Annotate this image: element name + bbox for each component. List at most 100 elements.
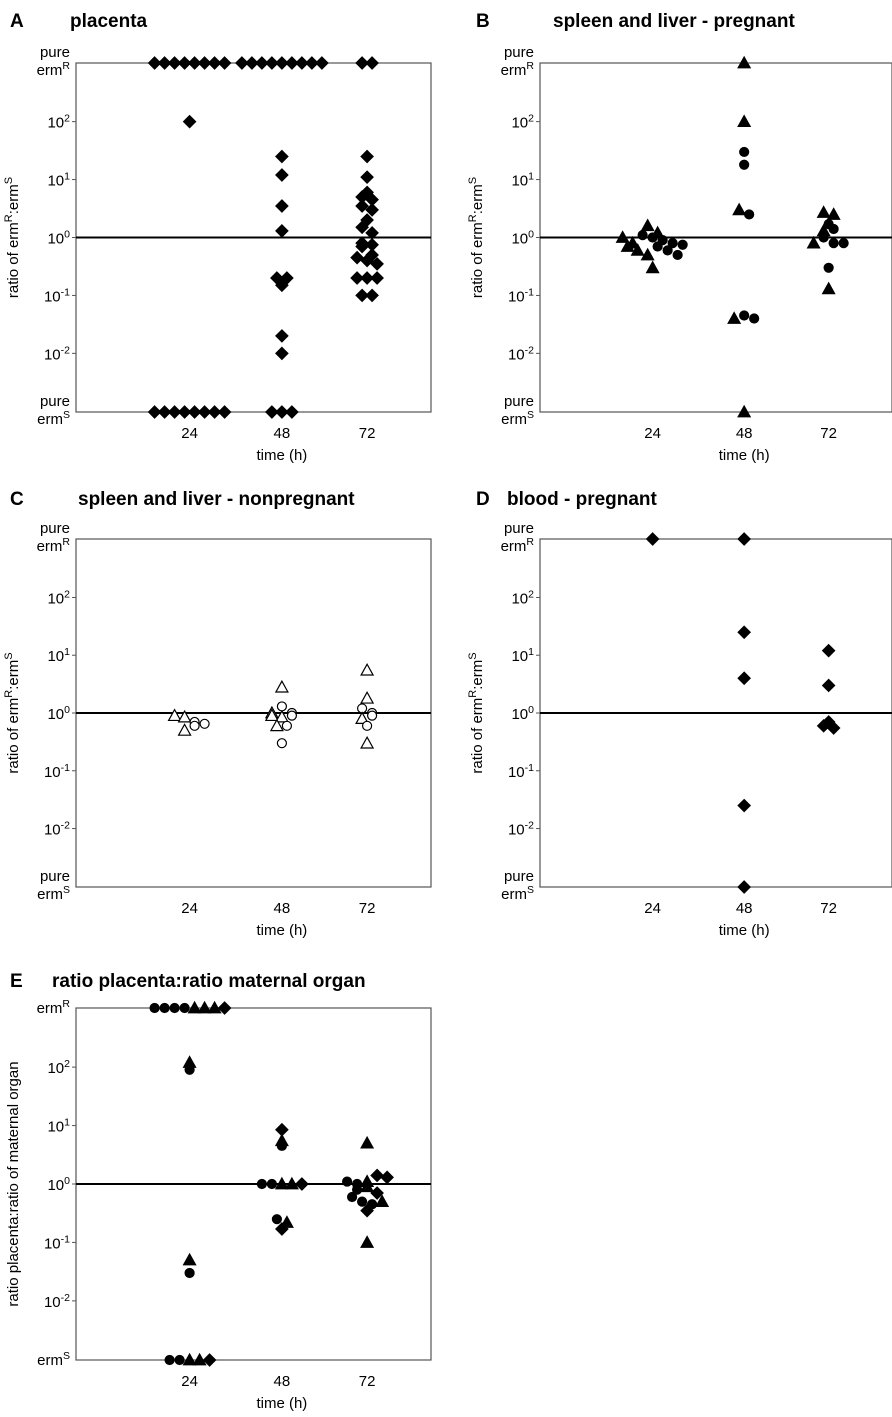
marker-triangle — [264, 708, 279, 722]
marker-diamond — [380, 1170, 394, 1185]
marker-circle — [149, 1002, 160, 1014]
marker-triangle — [274, 679, 289, 693]
marker-diamond — [265, 405, 279, 419]
marker-triangle — [360, 691, 375, 704]
marker-circle — [828, 223, 839, 235]
y-tick-label: 10-1 — [44, 286, 70, 305]
y-end-label-top: ermR — [37, 998, 71, 1017]
marker-triangle — [732, 202, 747, 216]
marker-diamond — [360, 149, 374, 164]
marker-circle — [276, 701, 287, 712]
marker-triangle — [640, 218, 655, 232]
marker-diamond — [187, 405, 202, 419]
y-tick-label: 101 — [47, 646, 70, 665]
x-axis-label: time (h) — [719, 447, 770, 464]
marker-triangle — [355, 711, 370, 724]
marker-circle — [357, 1196, 368, 1207]
marker-circle — [637, 230, 648, 241]
panel-letter: C — [10, 489, 24, 510]
marker-circle — [189, 720, 200, 731]
marker-triangle — [620, 239, 635, 252]
marker-triangle — [806, 235, 821, 249]
marker-diamond — [167, 56, 182, 70]
marker-triangle — [615, 230, 630, 243]
y-end-label-bottom: ermS — [37, 1350, 70, 1369]
y-end-label-bottom-sub: ermS — [37, 884, 70, 903]
marker-triangle — [274, 1176, 289, 1190]
marker-diamond — [275, 199, 289, 213]
y-end-label-top-sub: ermR — [501, 536, 535, 555]
y-tick-label: 101 — [47, 171, 70, 190]
panel-title: blood - pregnant — [507, 489, 658, 510]
y-end-label-top: pure — [40, 44, 70, 61]
marker-diamond — [235, 56, 249, 70]
marker-circle — [347, 1191, 358, 1203]
marker-triangle — [177, 709, 192, 723]
y-tick-label: 102 — [47, 1058, 70, 1077]
marker-circle — [823, 262, 834, 273]
marker-diamond — [315, 56, 329, 70]
marker-diamond — [275, 329, 289, 343]
marker-triangle — [737, 404, 752, 418]
marker-diamond — [295, 1177, 309, 1191]
marker-diamond — [816, 718, 831, 733]
marker-diamond — [360, 253, 374, 268]
y-end-label-bottom-sub: ermS — [501, 884, 534, 903]
marker-circle — [667, 238, 678, 249]
marker-circle — [652, 241, 663, 252]
marker-diamond — [737, 532, 752, 546]
marker-diamond — [207, 405, 222, 419]
x-tick-label: 48 — [736, 900, 753, 917]
marker-triangle — [737, 114, 752, 128]
marker-circle — [179, 1002, 190, 1014]
y-end-label-bottom: pure — [504, 868, 534, 885]
y-tick-label: 10-2 — [508, 820, 534, 839]
marker-diamond — [275, 405, 289, 419]
marker-triangle — [177, 723, 192, 736]
marker-diamond — [285, 56, 299, 70]
marker-circle — [159, 1002, 170, 1014]
marker-diamond — [217, 56, 232, 70]
marker-diamond — [167, 405, 182, 419]
x-tick-label: 72 — [359, 1373, 376, 1390]
marker-diamond — [645, 532, 660, 546]
marker-triangle — [640, 247, 655, 261]
marker-diamond — [285, 405, 299, 419]
y-axis-label: ratio of ermR:ermS — [467, 177, 486, 298]
x-tick-label: 48 — [274, 900, 291, 917]
x-tick-label: 72 — [359, 900, 376, 917]
marker-diamond — [157, 405, 172, 419]
marker-circle — [174, 1354, 185, 1366]
marker-diamond — [275, 224, 289, 238]
marker-circle — [184, 1064, 195, 1075]
y-tick-label: 10-2 — [44, 820, 70, 839]
x-tick-label: 72 — [820, 900, 837, 917]
marker-diamond — [182, 114, 197, 129]
marker-diamond — [365, 288, 379, 303]
marker-circle — [818, 232, 829, 243]
y-end-label-bottom: pure — [504, 393, 534, 410]
y-tick-label: 101 — [511, 646, 534, 665]
x-tick-label: 48 — [274, 1373, 291, 1390]
marker-diamond — [737, 625, 752, 640]
marker-circle — [367, 710, 378, 721]
marker-diamond — [360, 170, 374, 185]
marker-circle — [662, 245, 673, 256]
y-end-label-top-sub: ermR — [37, 536, 71, 555]
panel-letter: B — [476, 11, 490, 32]
y-end-label-top: pure — [504, 520, 534, 537]
marker-diamond — [355, 199, 369, 213]
marker-circle — [271, 1214, 282, 1225]
marker-diamond — [265, 56, 279, 70]
y-tick-label: 10-2 — [44, 344, 70, 363]
marker-diamond — [275, 168, 289, 182]
x-tick-label: 48 — [274, 425, 291, 442]
marker-triangle — [360, 735, 375, 749]
y-tick-label: 102 — [47, 113, 70, 132]
marker-diamond — [370, 271, 384, 285]
marker-diamond — [821, 678, 836, 693]
marker-circle — [276, 738, 287, 749]
y-tick-label: 102 — [511, 588, 534, 607]
